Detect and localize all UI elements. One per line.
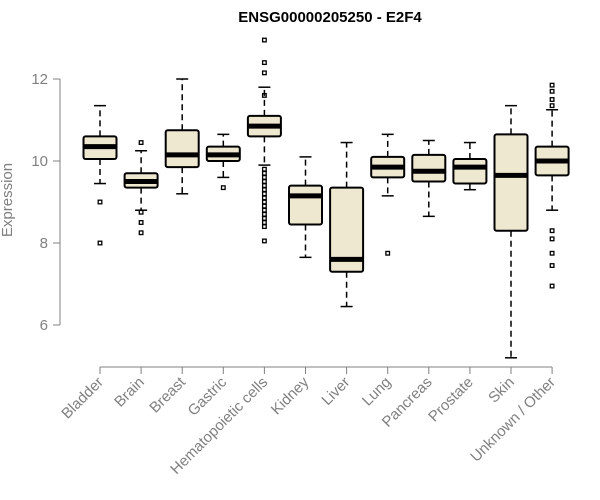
outlier-point (138, 140, 144, 145)
iqr-box (288, 184, 323, 226)
box-unknown-other (534, 82, 570, 289)
outlier-point (261, 60, 267, 66)
outlier-point (549, 88, 555, 94)
box-skin (493, 104, 529, 359)
outlier-point (261, 215, 267, 221)
outlier-point (261, 174, 267, 180)
chart-title: ENSG00000205250 - E2F4 (238, 9, 422, 26)
outlier-point (261, 207, 267, 213)
outlier-point (549, 97, 555, 102)
outlier-point (261, 199, 267, 205)
outlier-point (261, 191, 267, 197)
iqr-box (493, 133, 529, 232)
box-lung (370, 133, 406, 256)
y-tick-label: 10 (31, 153, 48, 170)
outlier-point (97, 240, 103, 246)
outlier-point (549, 250, 555, 256)
x-tick-label: Breast (146, 373, 189, 416)
box-liver (329, 141, 365, 308)
x-tick-label: Prostate (425, 374, 477, 426)
outlier-point (138, 209, 144, 215)
outlier-point (549, 103, 555, 109)
outlier-point (549, 228, 555, 234)
outlier-point (261, 187, 267, 193)
iqr-box (411, 153, 447, 183)
y-tick-label: 6 (40, 317, 48, 334)
box-bladder (82, 104, 118, 246)
outlier-point (261, 170, 267, 176)
outlier-point (261, 224, 267, 230)
outlier-point (261, 37, 267, 43)
outlier-point (261, 166, 267, 172)
outlier-point (220, 185, 226, 191)
box-gastric (205, 133, 241, 191)
x-tick-label: Brain (111, 374, 148, 411)
y-tick-label: 12 (31, 71, 48, 88)
outlier-point (549, 263, 555, 268)
outlier-point (261, 220, 267, 225)
outlier-point (138, 230, 144, 236)
outlier-point (97, 199, 103, 205)
iqr-box (164, 129, 200, 169)
outlier-point (261, 183, 267, 189)
box-prostate (452, 141, 488, 191)
y-axis-label: Expression (0, 163, 16, 237)
outlier-point (261, 195, 267, 201)
iqr-box (452, 157, 488, 185)
outlier-point (549, 283, 555, 289)
iqr-box (329, 186, 365, 273)
outlier-point (549, 82, 555, 88)
outlier-point (261, 238, 267, 244)
outlier-point (261, 211, 267, 217)
box-hematopoietic-cells (246, 37, 282, 244)
outlier-point (138, 220, 144, 225)
x-tick-label: Kidney (268, 373, 313, 418)
boxes (82, 37, 570, 359)
outlier-point (549, 236, 555, 242)
y-tick-label: 8 (40, 235, 48, 252)
x-tick-label: Bladder (58, 374, 107, 423)
box-brain (123, 140, 159, 236)
outlier-point (261, 70, 267, 76)
x-tick-label: Lung (359, 374, 395, 410)
box-pancreas (411, 139, 447, 218)
x-tick-label: Liver (318, 374, 353, 409)
box-breast (164, 78, 200, 195)
outlier-point (385, 250, 391, 256)
x-tick-label: Skin (485, 374, 518, 407)
outlier-point (261, 92, 267, 98)
box-kidney (288, 156, 323, 259)
outlier-point (261, 203, 267, 209)
outlier-point (261, 179, 267, 184)
